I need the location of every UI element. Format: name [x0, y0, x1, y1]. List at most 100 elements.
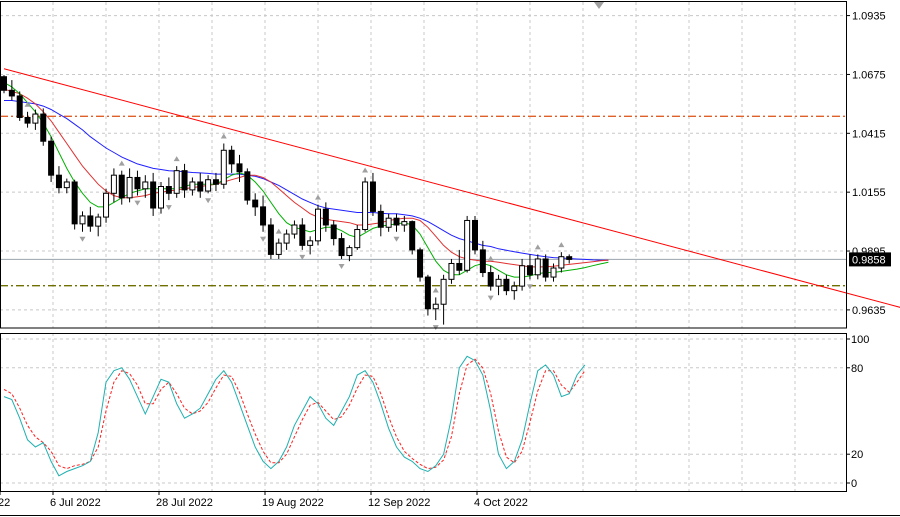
candle-body [487, 272, 494, 287]
price-tick-label: 1.0155 [852, 187, 886, 199]
oscillator-tick-label: 0 [851, 478, 857, 490]
candle-body [63, 181, 70, 189]
oscillator-panel-frame [0, 333, 847, 492]
candle-body [385, 217, 392, 228]
fractal-up [558, 242, 565, 248]
oscillator-tick-label: 100 [851, 334, 869, 346]
time-tick-label: 6 Jul 2022 [50, 497, 101, 509]
candle-body [330, 224, 337, 240]
fractal-down [487, 295, 494, 301]
candle-body [417, 249, 424, 278]
oscillator-lines [3, 355, 586, 477]
candle-body [158, 186, 164, 209]
current-price-badge [849, 252, 891, 267]
candle-body [526, 265, 533, 276]
candle-body [87, 215, 94, 227]
shift-marker [594, 2, 604, 9]
candle-body [495, 278, 502, 287]
fractal-down [260, 236, 267, 242]
fractal-up [24, 101, 31, 107]
candle-body [244, 171, 251, 201]
candle-body [283, 233, 290, 244]
candle-body [181, 170, 188, 191]
fractal-up [487, 255, 494, 261]
candle-body [542, 258, 549, 278]
candle-body [456, 262, 463, 271]
candle-body [401, 221, 408, 226]
candle-body [362, 181, 369, 231]
candle-body [142, 181, 149, 190]
time-tick-label: 22 [0, 497, 10, 509]
candle-body [220, 149, 227, 185]
candle-body [32, 113, 39, 124]
time-tick-label: 4 Oct 2022 [474, 497, 528, 509]
grid-lines [0, 2, 846, 491]
oscillator-signal-line [3, 358, 586, 470]
candle-body [236, 163, 243, 173]
fractal-down [338, 263, 345, 269]
time-tick-label: 19 Aug 2022 [262, 497, 324, 509]
fractal-up [432, 287, 439, 293]
candle-body [165, 186, 172, 194]
candle-body [118, 174, 125, 199]
candle-body [48, 140, 55, 176]
trendline-group [3, 68, 900, 308]
candle-body [291, 224, 298, 235]
oscillator-main-line [3, 355, 586, 477]
candle-body [71, 181, 78, 225]
candle-body [472, 219, 478, 251]
candle-body [212, 179, 219, 185]
candle-body [424, 276, 431, 310]
candle-body [267, 224, 274, 255]
candle-body [24, 116, 31, 124]
candle-body [511, 285, 518, 292]
candle-body [503, 278, 510, 292]
candle-body [260, 206, 267, 226]
candle-body [409, 221, 416, 251]
candle-body [479, 249, 486, 274]
candles [1, 75, 573, 325]
candle-body [197, 181, 204, 192]
fractal-up [534, 244, 541, 250]
fractal-down [165, 205, 172, 211]
candle-body [393, 217, 400, 226]
candle-body [448, 262, 455, 280]
fractal-up [220, 133, 227, 139]
oscillator-tick-label: 20 [851, 449, 863, 461]
candle-body [338, 238, 345, 257]
candle-body [252, 199, 259, 208]
candle-body [55, 174, 62, 189]
price-tick-label: 0.9635 [852, 305, 886, 317]
candle-body [558, 256, 565, 269]
trendline [3, 68, 900, 308]
candle-body [189, 181, 196, 191]
candle-body [134, 176, 141, 190]
candle-body [205, 179, 212, 192]
candle-body [16, 95, 23, 118]
candle-body [377, 210, 384, 228]
candle-body [173, 170, 180, 194]
price-tick-label: 1.0935 [852, 11, 886, 23]
candle-body [464, 219, 471, 271]
candle-body [1, 76, 7, 91]
candle-body [275, 242, 282, 255]
fractal-markers [24, 2, 604, 331]
moving-averages [3, 81, 609, 278]
fractal-down [393, 236, 400, 242]
candle-body [566, 256, 573, 260]
oscillator-tick-label: 80 [851, 363, 863, 375]
fractal-down [205, 198, 212, 204]
ma-slow-line [4, 100, 609, 261]
candle-body [369, 181, 376, 212]
fractal-down [526, 284, 533, 290]
candle-body [40, 113, 47, 142]
candle-body [95, 216, 102, 227]
oscillator-axis: 100 80 20 0 [846, 334, 869, 490]
candle-body [126, 176, 133, 199]
candle-body [534, 258, 541, 276]
candle-body [440, 278, 447, 305]
candle-body [550, 267, 557, 278]
